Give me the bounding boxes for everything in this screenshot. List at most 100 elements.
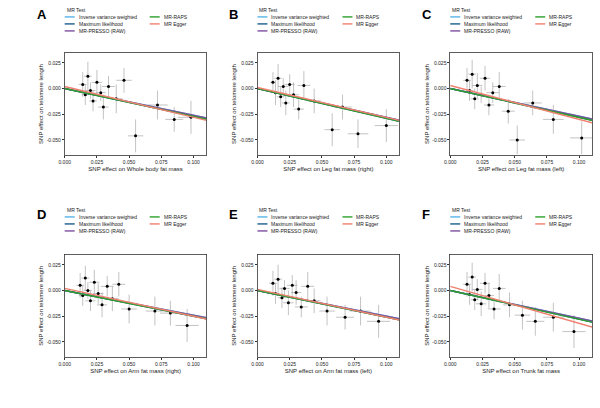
- svg-text:0.075: 0.075: [348, 361, 361, 367]
- svg-text:F: F: [422, 207, 430, 222]
- svg-text:Maximum likelihood: Maximum likelihood: [79, 21, 123, 27]
- svg-text:B: B: [229, 7, 238, 22]
- svg-text:0.025: 0.025: [283, 159, 296, 165]
- svg-text:0.100: 0.100: [380, 361, 393, 367]
- svg-text:SNP effect on telomere length: SNP effect on telomere length: [424, 266, 430, 346]
- svg-text:-0.025: -0.025: [432, 313, 446, 319]
- svg-text:-0.050: -0.050: [47, 339, 61, 345]
- svg-text:MR Egger: MR Egger: [164, 221, 187, 227]
- svg-text:0.050: 0.050: [508, 159, 521, 165]
- svg-text:0.000: 0.000: [434, 287, 447, 293]
- svg-text:0.050: 0.050: [123, 361, 136, 367]
- svg-text:MR Test: MR Test: [259, 7, 278, 13]
- svg-text:0.050: 0.050: [123, 159, 136, 165]
- svg-text:SNP effect on Leg fat mass (le: SNP effect on Leg fat mass (left): [478, 166, 565, 172]
- svg-text:Maximum likelihood: Maximum likelihood: [464, 221, 508, 227]
- svg-text:Maximum likelihood: Maximum likelihood: [271, 221, 315, 227]
- svg-text:0.100: 0.100: [573, 159, 586, 165]
- svg-text:0.050: 0.050: [508, 361, 521, 367]
- svg-text:MR-PRESSO (RAW): MR-PRESSO (RAW): [79, 228, 126, 234]
- svg-text:-0.050: -0.050: [239, 137, 253, 143]
- svg-text:0.100: 0.100: [187, 361, 200, 367]
- svg-text:0.000: 0.000: [48, 287, 61, 293]
- svg-text:Maximum likelihood: Maximum likelihood: [79, 221, 123, 227]
- svg-text:SNP effect on Leg fat mass (ri: SNP effect on Leg fat mass (right): [283, 166, 373, 172]
- svg-text:0.075: 0.075: [541, 361, 554, 367]
- svg-text:0.025: 0.025: [91, 159, 104, 165]
- svg-text:0.000: 0.000: [58, 159, 71, 165]
- svg-text:0.100: 0.100: [573, 361, 586, 367]
- svg-text:0.000: 0.000: [444, 361, 457, 367]
- svg-text:MR-RAPS: MR-RAPS: [164, 14, 188, 20]
- svg-text:MR-RAPS: MR-RAPS: [356, 214, 380, 220]
- svg-text:-0.025: -0.025: [239, 111, 253, 117]
- svg-text:-0.050: -0.050: [47, 137, 61, 143]
- svg-text:SNP effect on Arm fat mass (le: SNP effect on Arm fat mass (left): [285, 368, 372, 374]
- svg-text:-0.025: -0.025: [239, 313, 253, 319]
- svg-text:MR Test: MR Test: [67, 7, 86, 13]
- svg-text:0.000: 0.000: [241, 287, 254, 293]
- svg-text:0.025: 0.025: [434, 262, 447, 268]
- svg-text:0.075: 0.075: [541, 159, 554, 165]
- svg-text:0.000: 0.000: [251, 361, 264, 367]
- svg-text:MR-RAPS: MR-RAPS: [164, 214, 188, 220]
- svg-text:Inverse variance weighted: Inverse variance weighted: [79, 14, 137, 20]
- svg-text:0.025: 0.025: [241, 60, 254, 66]
- svg-text:MR Test: MR Test: [67, 207, 86, 213]
- svg-text:SNP effect on telomere length: SNP effect on telomere length: [231, 266, 237, 346]
- svg-text:0.000: 0.000: [48, 85, 61, 91]
- svg-text:MR-PRESSO (RAW): MR-PRESSO (RAW): [464, 28, 511, 34]
- svg-text:MR-PRESSO (RAW): MR-PRESSO (RAW): [271, 228, 318, 234]
- svg-text:SNP effect on telomere length: SNP effect on telomere length: [38, 266, 44, 346]
- svg-text:MR-PRESSO (RAW): MR-PRESSO (RAW): [79, 28, 126, 34]
- svg-text:MR Egger: MR Egger: [549, 221, 572, 227]
- svg-text:Inverse variance weighted: Inverse variance weighted: [271, 214, 329, 220]
- svg-text:0.000: 0.000: [58, 361, 71, 367]
- svg-text:MR Egger: MR Egger: [164, 21, 187, 27]
- svg-text:0.000: 0.000: [241, 85, 254, 91]
- svg-text:-0.025: -0.025: [47, 313, 61, 319]
- svg-text:0.075: 0.075: [155, 361, 168, 367]
- svg-text:0.025: 0.025: [283, 361, 296, 367]
- svg-text:MR-PRESSO (RAW): MR-PRESSO (RAW): [464, 228, 511, 234]
- svg-text:SNP effect on Arm fat mass (ri: SNP effect on Arm fat mass (right): [90, 368, 181, 374]
- svg-text:Inverse variance weighted: Inverse variance weighted: [79, 214, 137, 220]
- svg-text:0.025: 0.025: [48, 60, 61, 66]
- svg-text:MR-RAPS: MR-RAPS: [549, 14, 573, 20]
- svg-text:-0.050: -0.050: [432, 339, 446, 345]
- svg-text:Maximum likelihood: Maximum likelihood: [464, 21, 508, 27]
- svg-text:0.025: 0.025: [476, 159, 489, 165]
- svg-text:SNP effect on telomere length: SNP effect on telomere length: [231, 64, 237, 144]
- svg-text:MR-RAPS: MR-RAPS: [356, 14, 380, 20]
- svg-text:MR-RAPS: MR-RAPS: [549, 214, 573, 220]
- svg-text:D: D: [37, 207, 46, 222]
- svg-text:0.000: 0.000: [434, 85, 447, 91]
- svg-text:-0.050: -0.050: [432, 137, 446, 143]
- svg-text:MR Egger: MR Egger: [356, 21, 379, 27]
- svg-text:0.050: 0.050: [316, 361, 329, 367]
- svg-text:MR-PRESSO (RAW): MR-PRESSO (RAW): [271, 28, 318, 34]
- svg-text:Inverse variance weighted: Inverse variance weighted: [464, 214, 522, 220]
- svg-text:E: E: [229, 207, 238, 222]
- svg-text:C: C: [422, 7, 432, 22]
- svg-text:0.025: 0.025: [476, 361, 489, 367]
- svg-text:0.025: 0.025: [48, 262, 61, 268]
- svg-text:0.025: 0.025: [91, 361, 104, 367]
- svg-text:0.050: 0.050: [316, 159, 329, 165]
- svg-text:MR Test: MR Test: [452, 207, 471, 213]
- svg-text:0.000: 0.000: [251, 159, 264, 165]
- svg-text:MR Test: MR Test: [452, 7, 471, 13]
- svg-text:Inverse variance weighted: Inverse variance weighted: [271, 14, 329, 20]
- svg-text:SNP effect on Whole body fat m: SNP effect on Whole body fat mass: [88, 166, 183, 172]
- svg-text:-0.050: -0.050: [239, 339, 253, 345]
- svg-text:0.075: 0.075: [155, 159, 168, 165]
- svg-text:MR Test: MR Test: [259, 207, 278, 213]
- svg-text:0.025: 0.025: [434, 60, 447, 66]
- svg-text:0.100: 0.100: [187, 159, 200, 165]
- svg-text:MR Egger: MR Egger: [356, 221, 379, 227]
- svg-text:-0.025: -0.025: [47, 111, 61, 117]
- svg-text:0.100: 0.100: [380, 159, 393, 165]
- svg-text:SNP effect on telomere length: SNP effect on telomere length: [38, 64, 44, 144]
- svg-text:A: A: [37, 7, 47, 22]
- svg-text:MR Egger: MR Egger: [549, 21, 572, 27]
